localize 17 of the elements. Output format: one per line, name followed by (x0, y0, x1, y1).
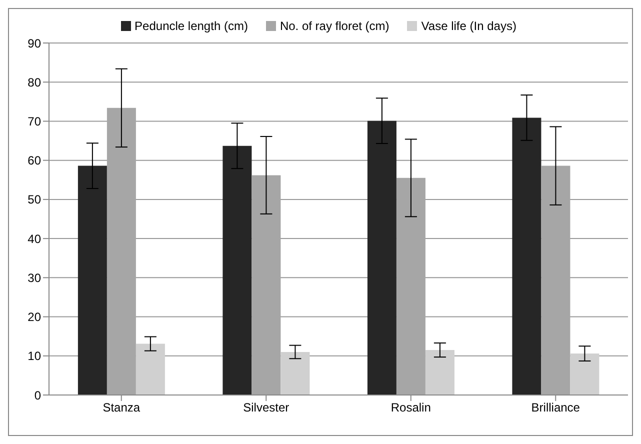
x-tick-label: Rosalin (390, 400, 431, 415)
y-tick-label: 30 (28, 270, 42, 285)
y-tick-label: 40 (28, 232, 42, 246)
legend-label: No. of ray floret (cm) (280, 19, 390, 33)
legend-label: Peduncle length (cm) (134, 19, 248, 33)
y-tick-label: 70 (28, 114, 42, 128)
y-tick-label: 20 (28, 310, 42, 324)
y-tick-label: 50 (28, 192, 42, 207)
x-tick-label: Stanza (102, 400, 140, 415)
x-tick-label: Brilliance (531, 400, 580, 415)
y-tick-label: 90 (28, 36, 42, 50)
y-tick-label: 10 (28, 349, 42, 364)
x-tick-label: Silvester (243, 400, 290, 415)
y-tick-label: 0 (34, 388, 42, 402)
y-tick-label: 80 (28, 75, 42, 90)
y-tick-label: 60 (28, 154, 42, 168)
legend-label: Vase life (In days) (421, 19, 516, 33)
